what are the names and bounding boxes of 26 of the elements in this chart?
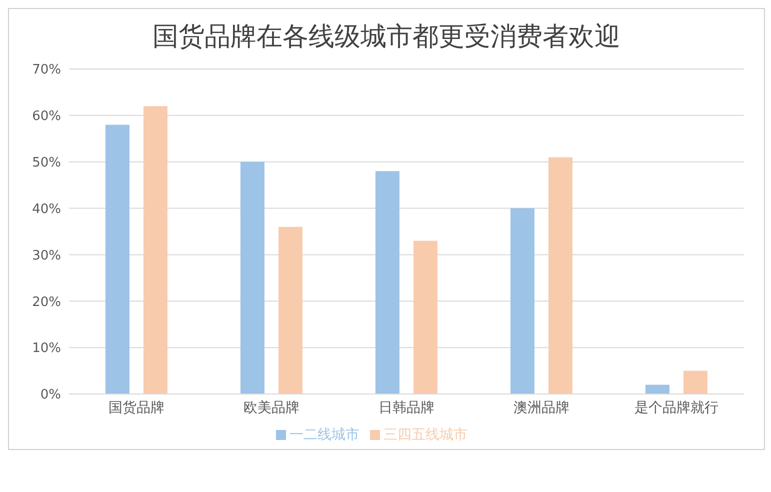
bar xyxy=(278,226,302,394)
bar xyxy=(375,171,400,394)
chart-title: 国货品牌在各线级城市都更受消费者欢迎 xyxy=(152,21,622,54)
y-tick-label: 50% xyxy=(32,155,61,170)
legend-label: 三四五线城市 xyxy=(384,427,468,443)
y-tick-label: 70% xyxy=(32,62,61,78)
y-tick-label: 40% xyxy=(32,202,61,217)
x-tick-label: 欧美品牌 xyxy=(244,400,300,416)
y-tick-label: 60% xyxy=(32,109,61,124)
bar xyxy=(645,384,670,394)
y-tick-label: 30% xyxy=(32,248,61,264)
bar xyxy=(143,106,168,394)
bar xyxy=(240,162,264,394)
y-tick-label: 10% xyxy=(32,341,61,356)
y-tick-label: 0% xyxy=(40,388,61,403)
x-tick-label: 是个品牌就行 xyxy=(634,400,718,416)
bar xyxy=(413,240,438,394)
x-tick-label: 日韩品牌 xyxy=(378,400,434,416)
bar xyxy=(548,157,572,394)
legend-label: 一二线城市 xyxy=(290,427,360,443)
x-tick-label: 国货品牌 xyxy=(108,400,164,416)
bar xyxy=(510,208,534,394)
x-tick-label: 澳洲品牌 xyxy=(514,400,570,416)
bar xyxy=(683,370,708,394)
y-tick-label: 20% xyxy=(32,294,61,310)
bar xyxy=(105,124,130,394)
